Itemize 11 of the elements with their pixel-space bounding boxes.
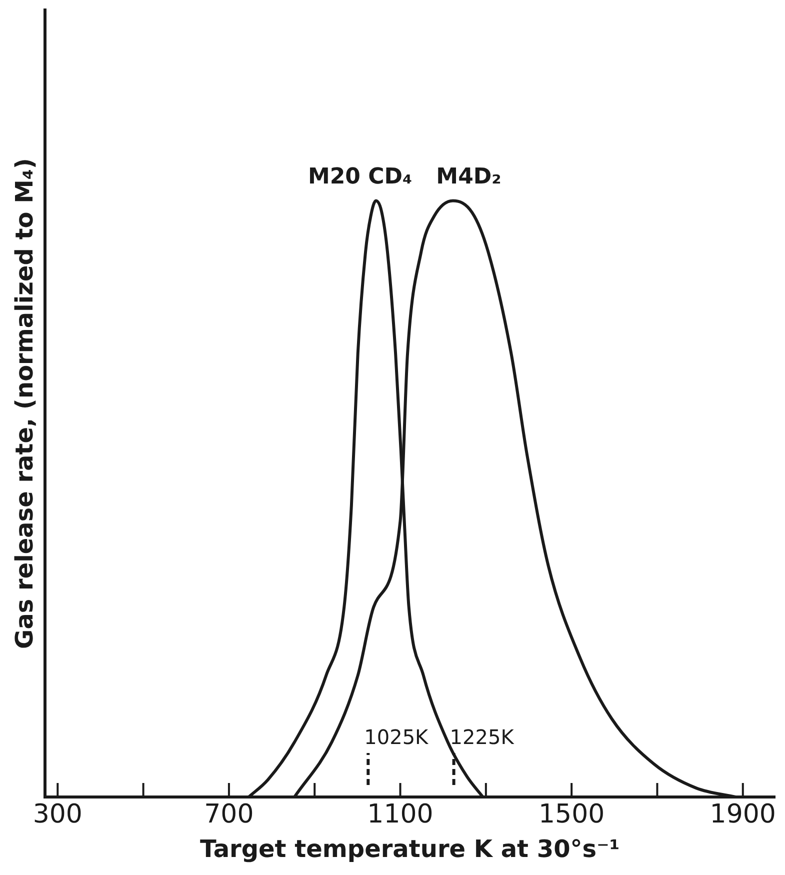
x-tick-label: 1100: [367, 799, 434, 830]
series-label: M20 CD₄: [308, 164, 412, 190]
x-tick-label: 700: [204, 799, 254, 830]
x-axis-title: Target temperature K at 30°s⁻¹: [200, 834, 620, 863]
x-tick-label: 300: [32, 799, 82, 830]
series-label: M4D₂: [436, 164, 502, 190]
x-tick-label: 1500: [538, 799, 605, 830]
x-tick-label: 1900: [710, 799, 776, 830]
ref-line-label: 1025K: [364, 725, 430, 750]
ref-line-label: 1225K: [450, 725, 515, 750]
y-axis-title: Gas release rate, (normalized to M₄): [10, 158, 39, 650]
